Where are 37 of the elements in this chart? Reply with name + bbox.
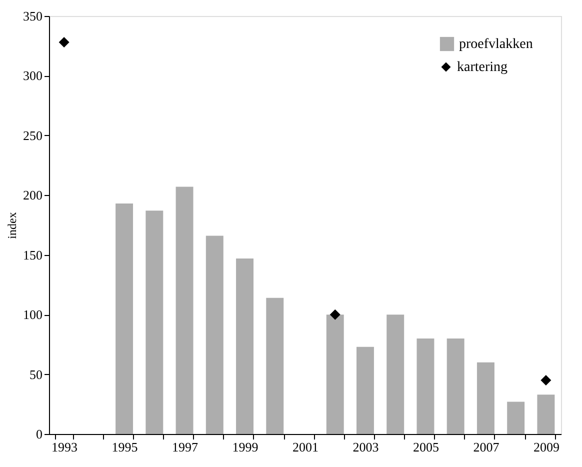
y-axis-title: index — [5, 212, 19, 239]
y-tick-label: 250 — [23, 128, 42, 143]
y-tick-label: 350 — [23, 8, 42, 24]
bar — [326, 314, 344, 434]
x-tick-label: 1993 — [52, 440, 78, 454]
y-tick-label: 200 — [23, 188, 42, 203]
bar — [416, 338, 434, 434]
x-tick-label: 2009 — [533, 440, 560, 454]
legend-label: proefvlakken — [459, 37, 533, 52]
bar — [266, 298, 284, 434]
bar — [236, 258, 254, 434]
legend-label: kartering — [457, 60, 508, 75]
y-tick-label: 300 — [23, 68, 42, 84]
x-tick-label: 2005 — [412, 440, 439, 454]
point — [58, 37, 70, 48]
y-tick-label: 50 — [30, 366, 42, 382]
bar — [206, 236, 224, 434]
x-tick-label: 2007 — [473, 440, 500, 454]
bar — [146, 210, 164, 434]
bar — [507, 402, 525, 434]
bar — [386, 314, 404, 434]
bar — [537, 394, 555, 434]
y-tick-label: 150 — [23, 247, 42, 262]
y-tick-label: 100 — [23, 307, 42, 322]
x-tick-label: 1999 — [232, 440, 258, 454]
bar — [446, 338, 464, 434]
point — [330, 309, 340, 320]
bar — [476, 362, 494, 434]
point — [540, 375, 552, 386]
bar — [176, 186, 194, 434]
x-tick-label: 1997 — [172, 440, 199, 454]
x-tick-label: 1995 — [112, 440, 138, 454]
x-tick-label: 2003 — [352, 440, 379, 454]
bar — [356, 346, 374, 434]
y-tick-label: 0 — [36, 426, 42, 442]
x-tick-label: 2001 — [292, 440, 318, 454]
bar — [116, 204, 134, 434]
